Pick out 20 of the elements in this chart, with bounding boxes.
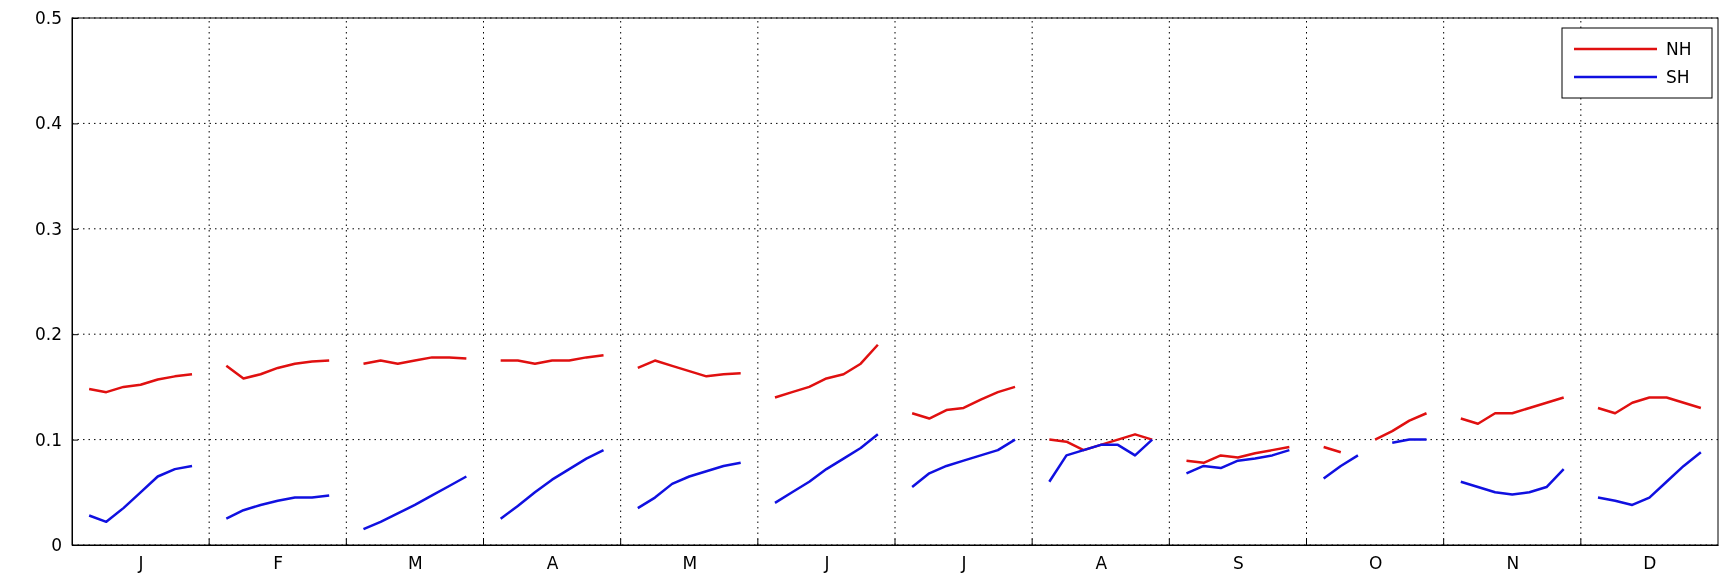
x-tick-label: F bbox=[273, 553, 284, 574]
y-tick-label: 0.1 bbox=[34, 429, 62, 450]
y-tick-label: 0.2 bbox=[34, 324, 62, 345]
legend-label: SH bbox=[1666, 67, 1690, 87]
x-tick-label: O bbox=[1368, 553, 1383, 574]
y-tick-label: 0 bbox=[51, 534, 62, 555]
y-tick-label: 0.4 bbox=[34, 113, 62, 134]
x-tick-label: J bbox=[960, 553, 967, 574]
x-tick-label: D bbox=[1643, 553, 1657, 574]
x-tick-label: A bbox=[546, 553, 559, 574]
x-tick-label: M bbox=[682, 553, 698, 574]
x-tick-label: A bbox=[1095, 553, 1108, 574]
x-tick-label: J bbox=[823, 553, 830, 574]
y-tick-label: 0.3 bbox=[34, 218, 62, 239]
legend-label: NH bbox=[1666, 39, 1692, 59]
y-tick-label: 0.5 bbox=[34, 7, 62, 28]
x-tick-label: J bbox=[137, 553, 144, 574]
x-tick-label: S bbox=[1233, 553, 1244, 574]
x-tick-label: M bbox=[408, 553, 423, 574]
x-tick-label: N bbox=[1506, 553, 1520, 574]
